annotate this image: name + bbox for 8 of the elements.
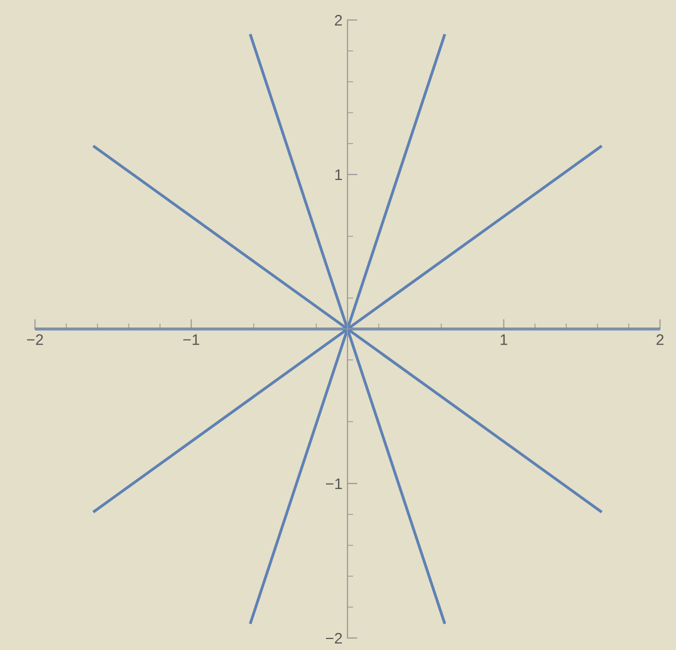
x-tick-label: −2 xyxy=(27,334,43,345)
y-tick-label: −1 xyxy=(326,478,342,490)
y-tick-label: 1 xyxy=(335,170,342,180)
x-tick-label: 2 xyxy=(656,334,664,345)
x-tick-label: −1 xyxy=(183,334,200,345)
y-tick-label: −2 xyxy=(326,632,342,644)
y-tick-label: 2 xyxy=(334,14,342,26)
x-tick-label: 1 xyxy=(500,334,508,345)
